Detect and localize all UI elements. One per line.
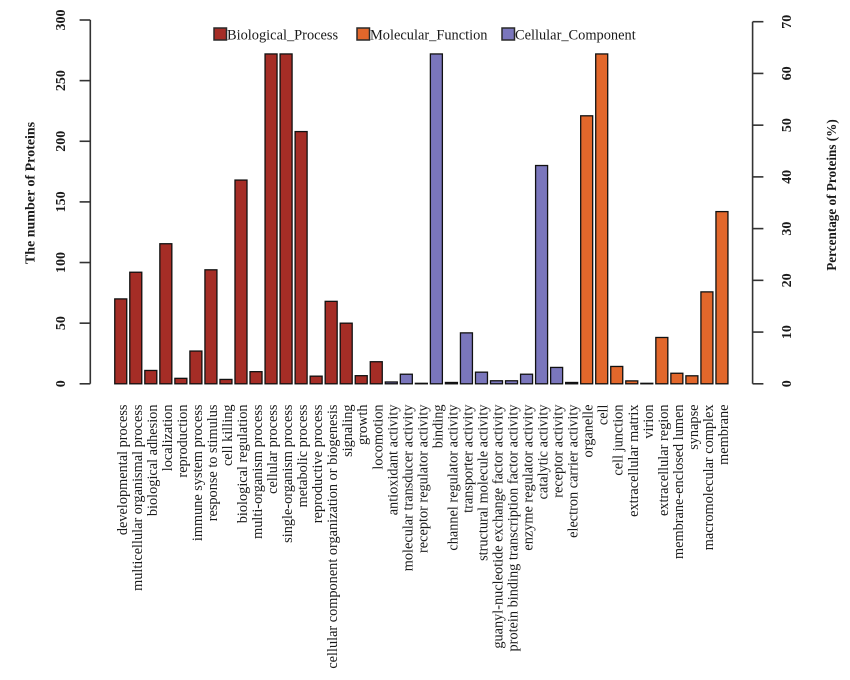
svg-text:0: 0 <box>54 380 69 387</box>
svg-text:extracellular region: extracellular region <box>656 405 672 517</box>
svg-text:Percentage of Proteins (%): Percentage of Proteins (%) <box>824 119 839 270</box>
svg-text:membrane-enclosed lumen: membrane-enclosed lumen <box>671 405 687 559</box>
svg-text:200: 200 <box>54 131 69 152</box>
svg-text:biological regulation: biological regulation <box>235 405 251 524</box>
svg-text:cell: cell <box>596 404 612 425</box>
svg-text:growth: growth <box>355 405 371 446</box>
svg-text:localization: localization <box>160 405 176 472</box>
svg-text:reproduction: reproduction <box>175 405 191 478</box>
svg-text:300: 300 <box>54 10 69 31</box>
svg-text:20: 20 <box>780 273 795 287</box>
svg-text:developmental process: developmental process <box>115 404 131 535</box>
svg-text:50: 50 <box>54 316 69 330</box>
svg-text:Biological_Process: Biological_Process <box>227 28 339 44</box>
svg-text:100: 100 <box>54 252 69 273</box>
svg-text:immune system process: immune system process <box>190 404 206 541</box>
svg-text:multicellular organismal proce: multicellular organismal process <box>130 404 146 591</box>
svg-text:synapse: synapse <box>686 405 702 450</box>
svg-text:response to stimulus: response to stimulus <box>205 404 221 521</box>
svg-text:enzyme regulator activity: enzyme regulator activity <box>521 404 537 551</box>
svg-text:protein binding transcription: protein binding transcription factor act… <box>506 404 522 652</box>
svg-text:electron carrier activity: electron carrier activity <box>566 404 582 538</box>
svg-text:locomotion: locomotion <box>370 405 386 470</box>
svg-text:receptor activity: receptor activity <box>551 404 567 498</box>
svg-text:10: 10 <box>780 325 795 339</box>
svg-text:cell killing: cell killing <box>220 405 236 467</box>
svg-text:40: 40 <box>780 170 795 184</box>
svg-text:membrane: membrane <box>716 405 732 465</box>
svg-text:channel regulator activity: channel regulator activity <box>445 404 461 551</box>
svg-text:Cellular_Component: Cellular_Component <box>515 28 636 44</box>
svg-text:The number of Proteins: The number of Proteins <box>24 121 39 264</box>
svg-text:250: 250 <box>54 70 69 91</box>
svg-text:receptor regulator activity: receptor regulator activity <box>415 404 431 553</box>
svg-text:cellular process: cellular process <box>265 404 281 494</box>
svg-text:organelle: organelle <box>581 405 597 458</box>
svg-text:extracellular matrix: extracellular matrix <box>626 405 642 517</box>
svg-text:metabolic process: metabolic process <box>295 404 311 507</box>
svg-text:Molecular_Function: Molecular_Function <box>370 28 488 44</box>
svg-text:virion: virion <box>641 405 657 439</box>
svg-text:60: 60 <box>780 66 795 80</box>
svg-text:150: 150 <box>54 191 69 212</box>
svg-text:structural molecule activity: structural molecule activity <box>475 404 491 561</box>
svg-text:cellular component organizatio: cellular component organization or bioge… <box>325 404 341 669</box>
svg-text:transporter activity: transporter activity <box>460 404 476 513</box>
svg-text:molecular transducer activity: molecular transducer activity <box>400 404 416 572</box>
svg-text:70: 70 <box>780 15 795 29</box>
svg-text:0: 0 <box>780 380 795 387</box>
svg-text:guanyl-nucleotide exchange fac: guanyl-nucleotide exchange factor activi… <box>491 404 507 649</box>
svg-text:signaling: signaling <box>340 405 356 457</box>
svg-text:reproductive process: reproductive process <box>310 404 326 523</box>
svg-text:binding: binding <box>430 405 446 449</box>
svg-text:single-organism process: single-organism process <box>280 404 296 543</box>
svg-text:catalytic activity: catalytic activity <box>536 404 552 500</box>
svg-text:50: 50 <box>780 118 795 132</box>
svg-text:cell junction: cell junction <box>611 405 627 476</box>
svg-text:30: 30 <box>780 222 795 236</box>
svg-text:macromolecular complex: macromolecular complex <box>701 405 717 551</box>
svg-text:antioxidant activity: antioxidant activity <box>385 404 401 516</box>
svg-text:multi-organism process: multi-organism process <box>250 404 266 539</box>
svg-text:biological adhesion: biological adhesion <box>145 405 161 517</box>
